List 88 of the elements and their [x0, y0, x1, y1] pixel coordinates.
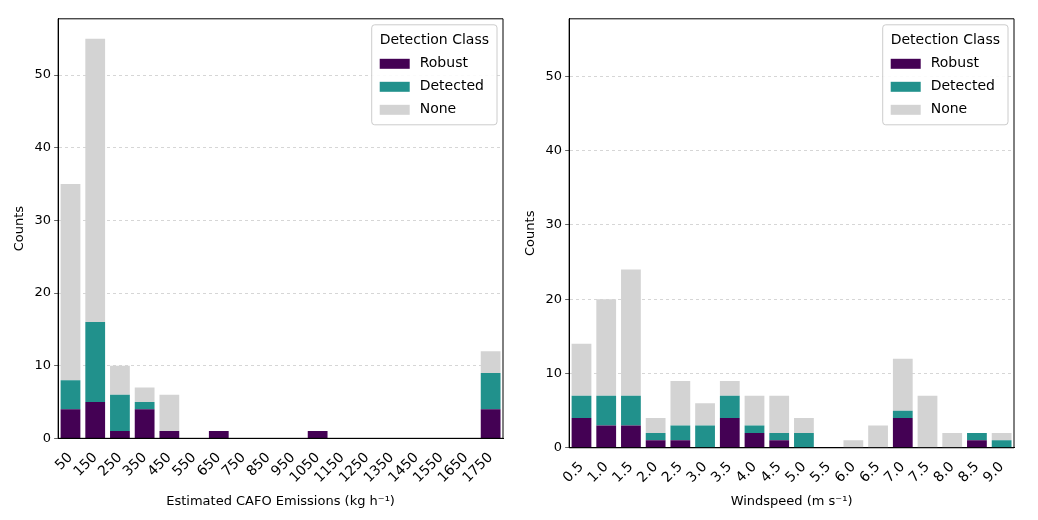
bar — [571, 343, 592, 396]
y-tick-label: 20 — [545, 290, 563, 306]
bar — [769, 432, 790, 441]
bar — [794, 432, 814, 448]
y-tick-label: 40 — [34, 139, 52, 155]
bar — [110, 365, 130, 395]
bar — [892, 410, 913, 419]
y-axis-title: Counts — [522, 210, 538, 256]
y-tick-label: 30 — [34, 211, 52, 227]
x-tick-label: 1.5 — [608, 458, 636, 486]
bar — [892, 418, 913, 448]
bar — [744, 395, 765, 426]
bar — [967, 432, 987, 441]
y-axis-title: Counts — [11, 205, 27, 252]
bar — [571, 418, 592, 448]
x-tick-label: 8.5 — [954, 458, 982, 486]
bar — [480, 372, 501, 410]
bar — [596, 299, 617, 396]
legend-label: None — [930, 100, 968, 117]
y-tick-label: 40 — [545, 142, 563, 158]
bar — [645, 440, 666, 448]
y-tick-label: 10 — [34, 357, 52, 373]
x-tick-label: 3.5 — [707, 458, 735, 486]
legend-label: None — [419, 100, 457, 117]
bar — [159, 394, 180, 432]
bar — [110, 394, 130, 432]
bar — [991, 440, 1012, 448]
bar — [621, 395, 641, 426]
bar — [645, 418, 666, 433]
bar — [621, 425, 641, 448]
bar — [670, 380, 691, 426]
bar — [719, 395, 740, 419]
bar — [843, 440, 864, 448]
bar — [596, 425, 617, 448]
bar — [85, 38, 106, 323]
bar — [744, 432, 765, 448]
x-tick-label: 7.0 — [880, 458, 908, 486]
y-tick-label: 20 — [34, 284, 52, 300]
legend-label: Detected — [930, 77, 995, 94]
bar — [134, 402, 155, 410]
bar — [571, 395, 592, 419]
bar — [695, 403, 715, 426]
bar — [480, 409, 501, 439]
bar — [85, 322, 106, 402]
legend-label: Robust — [930, 54, 980, 71]
bar — [60, 380, 81, 410]
x-axis-title: Windspeed (m s⁻¹) — [730, 492, 853, 508]
bar — [134, 387, 155, 402]
bar — [991, 432, 1012, 441]
bar — [769, 440, 790, 448]
bar — [794, 418, 814, 433]
bar — [208, 431, 229, 439]
y-tick-label: 30 — [545, 216, 563, 232]
legend-label: Robust — [419, 54, 469, 71]
y-tick-label: 50 — [545, 67, 563, 83]
bar — [670, 440, 691, 448]
x-tick-label: 9.0 — [979, 458, 1007, 486]
bar — [868, 425, 888, 448]
bar — [645, 432, 666, 441]
y-tick-label: 10 — [545, 364, 563, 380]
bar — [85, 402, 106, 439]
bar — [719, 418, 740, 448]
x-tick-label: 5.0 — [781, 458, 809, 486]
bar — [942, 432, 963, 448]
legend-label: Detected — [419, 77, 484, 94]
bar — [60, 409, 81, 439]
bar — [596, 395, 617, 426]
bar — [134, 409, 155, 439]
bar — [744, 425, 765, 433]
bar — [480, 351, 501, 373]
bar — [60, 184, 81, 381]
bar — [307, 431, 328, 439]
bar — [621, 269, 641, 396]
bar — [110, 431, 130, 439]
legend-title: Detection Class — [379, 31, 489, 48]
bar — [967, 440, 987, 448]
x-axis-title: Estimated CAFO Emissions (kg h⁻¹) — [166, 492, 395, 508]
bar — [670, 425, 691, 441]
bar — [159, 431, 180, 439]
bar — [892, 358, 913, 411]
bar — [719, 380, 740, 396]
y-tick-label: 0 — [42, 429, 52, 445]
bar — [917, 395, 938, 448]
bar — [769, 395, 790, 433]
bar — [695, 425, 715, 448]
legend-title: Detection Class — [890, 31, 1000, 48]
y-tick-label: 50 — [34, 66, 52, 82]
y-tick-label: 0 — [553, 439, 563, 455]
